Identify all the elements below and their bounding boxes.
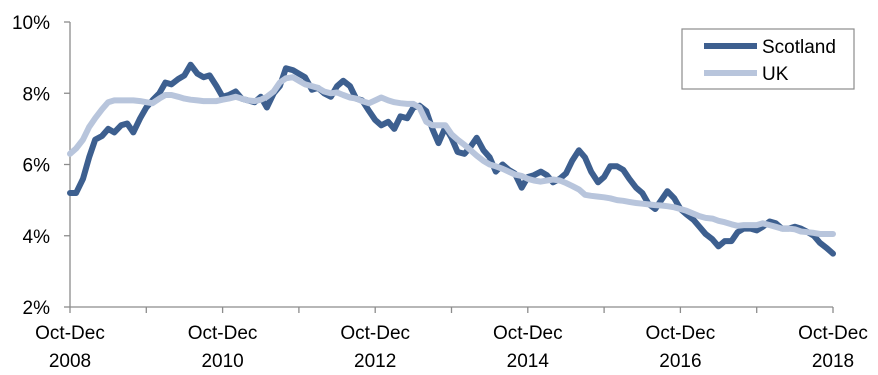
y-tick-label: 8% <box>23 84 51 105</box>
x-tick-label-period: Oct-Dec <box>798 323 868 344</box>
legend-label-uk: UK <box>762 64 789 85</box>
series-line-scotland <box>67 61 836 257</box>
x-tick-label-year: 2014 <box>507 351 550 372</box>
x-axis-ticks: Oct-Dec 2008 Oct-Dec 2010 Oct-Dec 2012 Oct-Dec… <box>35 307 868 372</box>
legend: Scotland UK <box>681 28 855 90</box>
x-tick-label-period: Oct-Dec <box>340 323 410 344</box>
x-tick-label-period: Oct-Dec <box>188 323 258 344</box>
x-tick-label-period: Oct-Dec <box>35 323 105 344</box>
y-tick-label: 2% <box>23 298 51 319</box>
series-line-uk <box>67 74 836 237</box>
x-tick-label-period: Oct-Dec <box>493 323 563 344</box>
y-tick-label: 10% <box>12 13 50 34</box>
y-tick-label: 6% <box>23 156 51 177</box>
x-tick-label-year: 2016 <box>659 351 701 372</box>
x-tick-label-year: 2010 <box>201 351 243 372</box>
x-tick-label-year: 2018 <box>812 351 854 372</box>
x-tick-label-year: 2008 <box>49 351 91 372</box>
legend-box <box>681 28 855 90</box>
x-tick-label-year: 2012 <box>354 351 396 372</box>
legend-label-scotland: Scotland <box>762 37 836 58</box>
y-tick-label: 4% <box>23 227 51 248</box>
y-axis-ticks: 2% 4% 6% 8% 10% <box>12 13 70 319</box>
x-tick-label-period: Oct-Dec <box>646 323 716 344</box>
series-layer <box>67 61 836 257</box>
